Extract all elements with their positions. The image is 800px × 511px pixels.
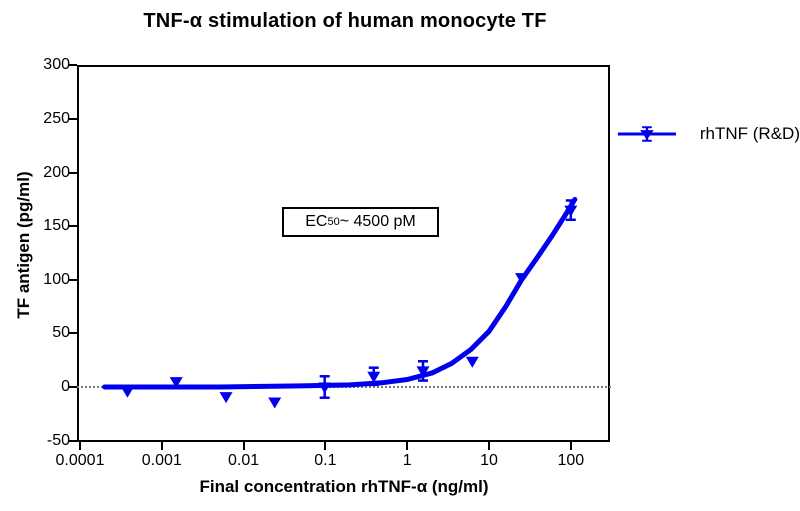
legend-marker-icon: [617, 126, 676, 142]
chart-title: TNF-α stimulation of human monocyte TF: [143, 10, 547, 32]
y-axis-tick: [69, 64, 77, 67]
y-axis-tick: [69, 439, 77, 442]
y-axis-tick-label: 250: [43, 110, 70, 127]
x-axis-tick-label: 0.1: [314, 452, 337, 469]
x-axis-tick: [406, 442, 409, 450]
ec50-annotation-box: EC 50 ~ 4500 pM: [282, 207, 439, 237]
ec50-annotation-prefix: EC: [305, 213, 328, 230]
y-axis-tick: [69, 332, 77, 335]
plot-frame: [77, 65, 610, 442]
x-axis-tick-label: 0.0001: [55, 452, 105, 469]
x-axis-tick: [569, 442, 572, 450]
y-axis-tick: [69, 278, 77, 281]
y-axis-tick-label: 100: [43, 270, 70, 288]
y-axis-tick: [69, 171, 77, 174]
x-axis-tick-label: 1: [402, 452, 412, 469]
y-axis-tick-label: 150: [43, 217, 70, 235]
x-axis-tick: [324, 442, 327, 450]
y-axis-label: TF antigen (pg/ml): [14, 171, 33, 319]
x-axis-tick: [242, 442, 245, 450]
y-axis-tick-label: 200: [43, 163, 70, 181]
x-axis-tick: [488, 442, 490, 450]
y-axis-tick: [69, 386, 77, 388]
y-axis-tick-label: 300: [43, 56, 70, 74]
y-axis-tick: [69, 225, 77, 228]
ec50-annotation-subscript: 50: [327, 216, 340, 228]
x-axis-label: Final concentration rhTNF-α (ng/ml): [199, 477, 489, 496]
ec50-annotation-value: ~ 4500 pM: [339, 213, 416, 230]
legend: rhTNF (R&D): [616, 118, 800, 150]
y-axis-tick-label: 0: [61, 378, 70, 395]
y-axis-tick-label: 50: [52, 324, 70, 342]
baseline-dotted-line: [77, 386, 611, 388]
x-axis-tick-label: 0.001: [141, 452, 182, 469]
x-axis-tick-label: 0.01: [228, 452, 260, 469]
x-axis-tick: [160, 442, 163, 450]
x-axis-tick-label: 10: [480, 452, 498, 469]
x-axis-tick: [79, 442, 81, 450]
legend-label: rhTNF (R&D): [699, 124, 800, 143]
y-axis-tick: [69, 118, 77, 120]
y-axis-tick-label: -50: [46, 431, 70, 449]
x-axis-tick-label: 100: [557, 452, 585, 469]
